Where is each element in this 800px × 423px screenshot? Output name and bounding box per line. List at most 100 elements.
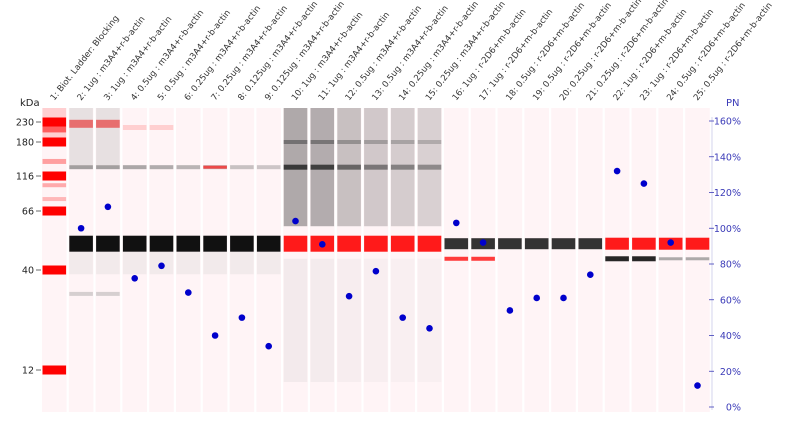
target-band: [632, 237, 656, 250]
lane-24: [658, 108, 683, 412]
lane-layer: [42, 108, 710, 412]
band: [444, 256, 469, 261]
target-band: [605, 237, 629, 250]
pn-tick-label: 120%: [714, 188, 741, 199]
band: [364, 140, 388, 144]
lane-background: [42, 108, 67, 412]
band: [364, 164, 388, 170]
lane-19: [524, 108, 549, 412]
band: [96, 291, 120, 296]
lane-background: [497, 108, 523, 412]
pn-tick-label: 40%: [720, 331, 741, 342]
lane-2: [68, 108, 94, 412]
target-band: [176, 235, 201, 252]
pn-point: [292, 217, 299, 225]
kda-tick-label: 230: [16, 118, 34, 129]
pn-axis-title: PN: [726, 98, 740, 109]
lane-background: [283, 108, 308, 412]
lane-background: [122, 108, 147, 412]
lane-8: [229, 108, 255, 412]
lane-3: [95, 108, 121, 412]
band: [658, 257, 683, 261]
pn-point: [506, 307, 514, 314]
target-band: [524, 238, 549, 250]
lane-background: [310, 108, 335, 412]
pn-point: [533, 294, 540, 302]
lane-6: [176, 108, 201, 412]
lane-background: [578, 108, 603, 412]
pn-point: [131, 275, 138, 282]
band: [122, 165, 147, 170]
smear: [256, 251, 281, 275]
smear: [96, 251, 120, 275]
band: [310, 164, 335, 170]
pn-axis: PN 0% 20% 40% 60% 80% 100% 120% 140% 160%: [709, 98, 741, 414]
kda-tick-label: 66: [22, 207, 34, 218]
pn-point: [453, 219, 460, 227]
pn-point: [77, 224, 85, 232]
pn-point: [265, 342, 273, 350]
lane-background: [524, 108, 549, 412]
band: [69, 291, 93, 296]
ladder-band: [42, 365, 67, 375]
band: [390, 164, 415, 170]
target-band: [337, 235, 361, 252]
target-band: [69, 235, 93, 252]
pn-point: [372, 267, 380, 275]
lane-1: [42, 108, 67, 412]
pn-point: [560, 294, 567, 302]
smear: [176, 251, 201, 275]
band: [283, 164, 308, 170]
lane-9: [256, 108, 281, 412]
lane-14: [390, 108, 415, 412]
pn-point: [587, 271, 594, 279]
lane-17: [470, 108, 496, 412]
band: [96, 165, 120, 170]
lane-11: [310, 108, 335, 412]
lane-4: [122, 108, 147, 412]
band: [256, 165, 281, 170]
kda-axis-title: kDa: [20, 98, 40, 109]
lane-23: [631, 108, 657, 412]
lane-background: [336, 108, 362, 412]
pn-point: [211, 332, 219, 339]
target-band: [283, 235, 308, 252]
ladder-band: [42, 158, 67, 164]
pn-tick-label: 140%: [714, 152, 741, 163]
lane-background: [95, 108, 121, 412]
band: [632, 256, 656, 262]
pn-point: [104, 203, 112, 211]
smear: [364, 258, 388, 382]
pn-tick-label: 20%: [720, 367, 741, 378]
pn-tick-label: 60%: [720, 295, 741, 306]
band: [283, 140, 308, 144]
lane-18: [497, 108, 523, 412]
pn-point-layer: [77, 167, 701, 389]
smear: [203, 251, 227, 275]
target-band: [444, 238, 469, 250]
pn-tick-label: 0%: [726, 403, 741, 414]
band: [69, 119, 93, 128]
band: [310, 140, 335, 144]
target-band: [551, 238, 576, 250]
pn-point: [185, 289, 192, 296]
target-band: [122, 235, 147, 252]
pn-tick-label: 80%: [720, 260, 741, 271]
band: [149, 125, 174, 131]
lane-16: [444, 108, 469, 412]
target-band: [149, 235, 174, 252]
band: [605, 256, 629, 262]
smear: [337, 258, 361, 382]
lane-background: [390, 108, 415, 412]
pn-point: [426, 325, 433, 332]
ladder-band: [42, 265, 67, 275]
smear: [310, 258, 335, 382]
kda-tick-label: 12: [22, 366, 34, 377]
smear: [230, 251, 254, 275]
smear: [417, 258, 442, 382]
band: [337, 164, 361, 170]
lane-background: [149, 108, 174, 412]
ladder-band: [42, 137, 67, 147]
